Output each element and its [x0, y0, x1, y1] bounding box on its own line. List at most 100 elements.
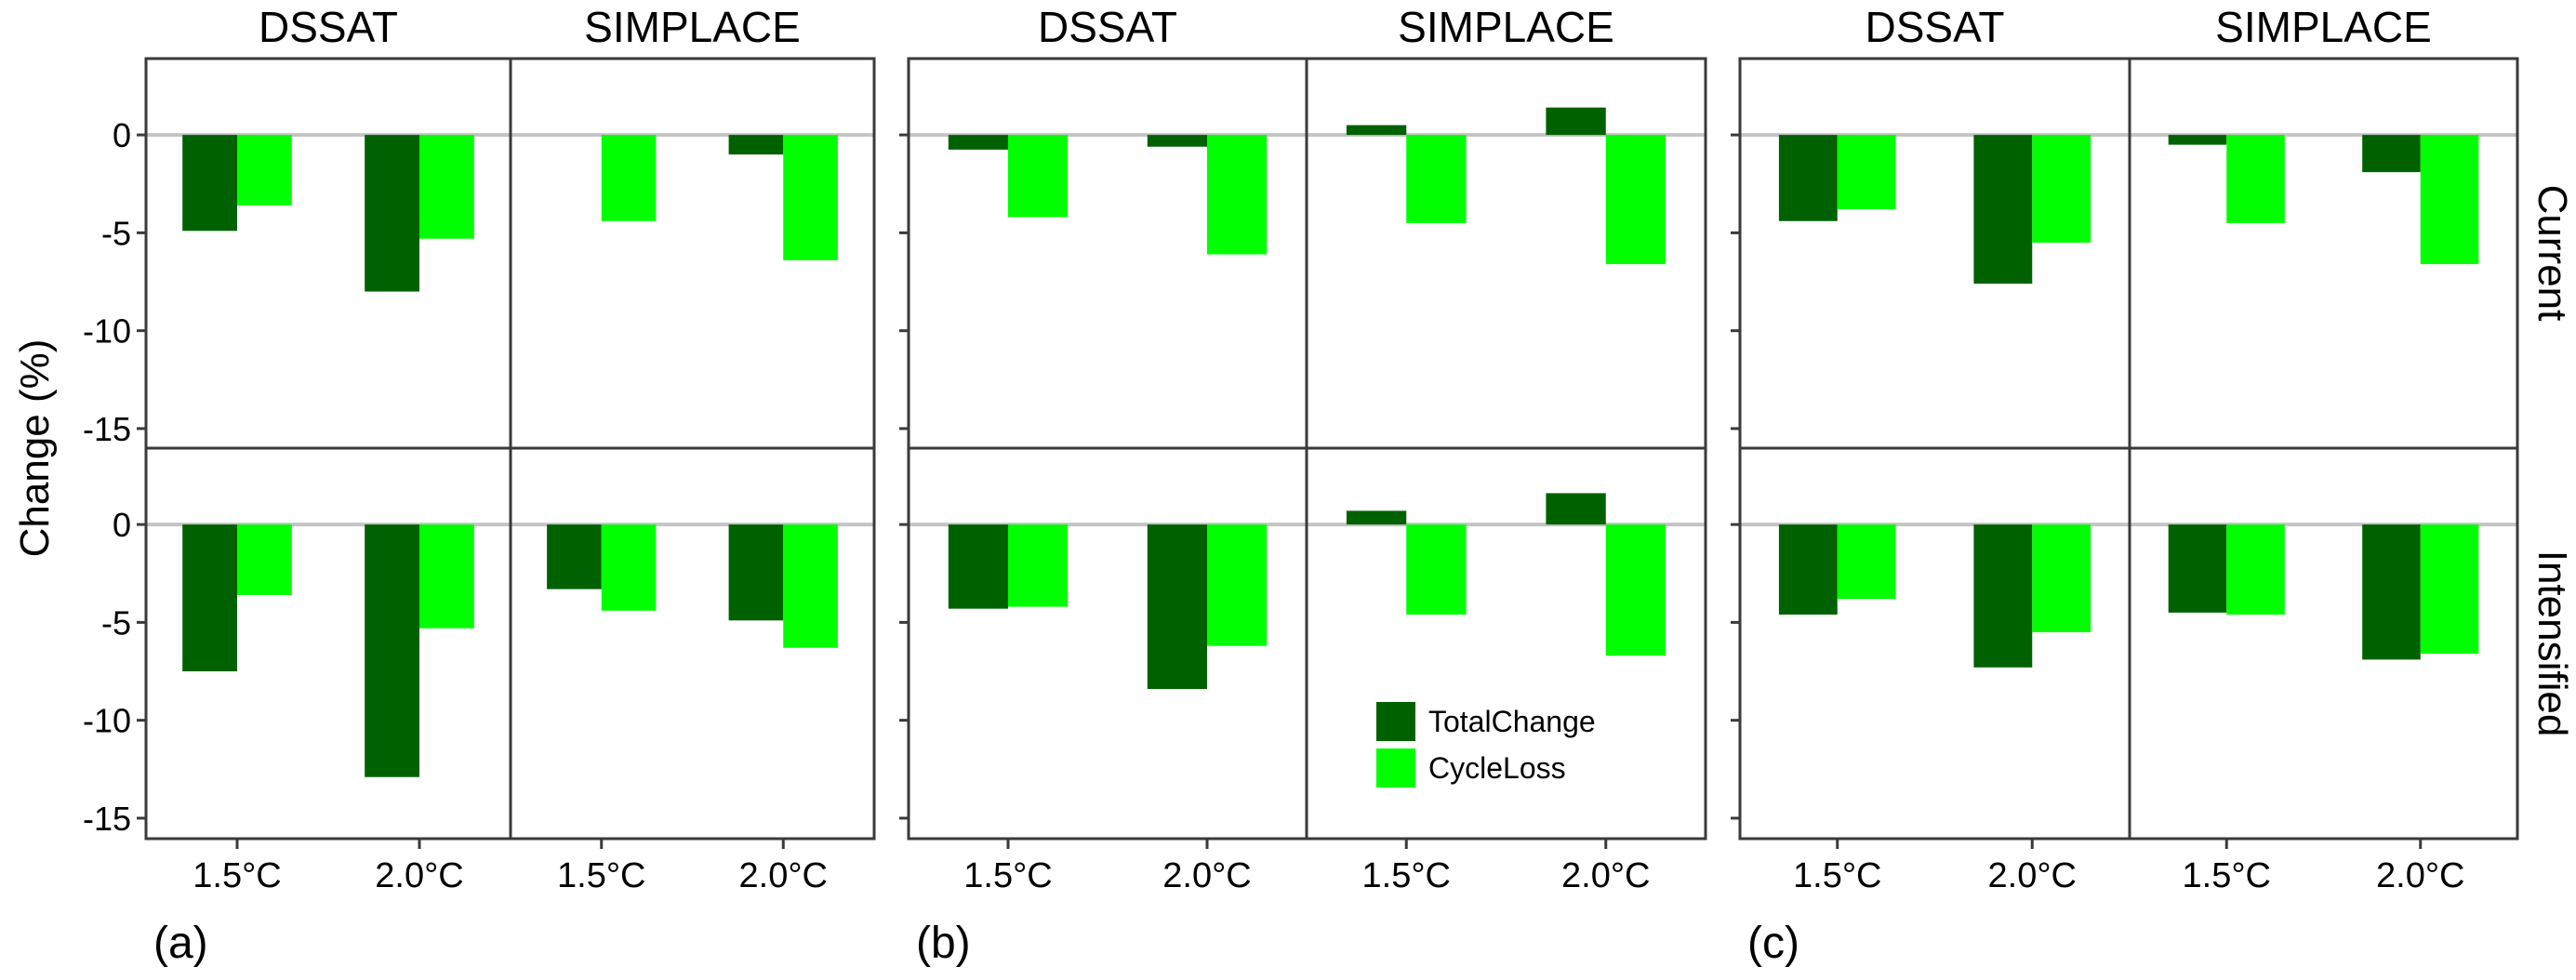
y-tick-label: 0: [113, 116, 131, 154]
bar-cycleloss-20: [419, 135, 474, 239]
bar-totalchange-20: [1546, 493, 1606, 525]
bar-cycleloss-15: [1008, 524, 1069, 607]
bar-totalchange-15: [1778, 135, 1838, 221]
y-tick-label: -5: [101, 603, 131, 642]
facet-dssat-intensified: [909, 448, 1307, 838]
y-tick-label: -15: [83, 800, 131, 838]
bar-totalchange-15: [1346, 510, 1407, 525]
facet-dssat-intensified: [1740, 448, 2130, 838]
bar-cycleloss-15: [1406, 524, 1467, 615]
bar-cycleloss-20: [783, 135, 838, 260]
bar-cycleloss-15: [237, 524, 292, 595]
col-strip-dssat: DSSAT: [259, 3, 398, 51]
x-tick-label: 1.5°C: [557, 856, 645, 895]
y-axis-title: Change (%): [12, 339, 58, 558]
panel-a: DSSAT SIMPLACE 0 -5 -10 -15 0 -5 -10 -15 1.5°C 2.0°…: [83, 3, 876, 968]
bar-cycleloss-15: [1008, 135, 1069, 218]
bar-cycleloss-15: [601, 135, 657, 221]
bar-cycleloss-15: [2226, 135, 2285, 223]
x-tick-label: 1.5°C: [1362, 856, 1451, 895]
bar-totalchange-15: [948, 524, 1008, 609]
row-strip-current: Current: [2530, 185, 2575, 322]
col-strip-simplace: SIMPLACE: [1398, 3, 1614, 51]
facet-simplace-current: [2130, 59, 2517, 448]
y-tick-label: -5: [101, 214, 131, 252]
y-tick-label: -15: [83, 410, 131, 448]
col-strip-simplace: SIMPLACE: [584, 3, 801, 51]
facet-dssat-intensified: [146, 448, 511, 838]
bar-cycleloss-20: [2420, 524, 2479, 655]
facet-background: [1740, 59, 2130, 448]
bar-cycleloss-20: [2032, 524, 2091, 632]
bar-totalchange-20: [728, 135, 784, 155]
bar-totalchange-15: [2168, 524, 2227, 613]
x-tick-label: 2.0°C: [375, 856, 463, 895]
y-tick-label: -10: [83, 312, 131, 351]
bar-totalchange-15: [2168, 135, 2227, 145]
col-strip-dssat: DSSAT: [1866, 3, 2005, 51]
bar-cycleloss-15: [1406, 135, 1467, 223]
x-tick-label: 1.5°C: [963, 856, 1052, 895]
facet-simplace-intensified: [2130, 448, 2517, 838]
facet-simplace-intensified: [1307, 448, 1706, 838]
col-strip-simplace: SIMPLACE: [2215, 3, 2432, 51]
y-tick-label: -10: [83, 702, 131, 740]
bar-cycleloss-15: [1837, 524, 1896, 600]
bar-cycleloss-20: [2420, 135, 2479, 265]
bar-cycleloss-20: [2032, 135, 2091, 243]
bar-totalchange-20: [365, 135, 419, 292]
x-tick-label: 2.0°C: [1988, 856, 2077, 895]
x-tick-label: 1.5°C: [2183, 856, 2271, 895]
bar-totalchange-20: [1973, 524, 2033, 668]
bar-cycleloss-20: [1207, 524, 1268, 646]
bar-totalchange-20: [365, 524, 419, 777]
bar-totalchange-20: [1973, 135, 2033, 285]
bar-totalchange-15: [1778, 524, 1838, 615]
bar-cycleloss-20: [1605, 135, 1666, 265]
legend-swatch-totalchange: [1376, 702, 1415, 741]
legend-swatch-cycleloss: [1376, 748, 1415, 788]
bar-totalchange-15: [948, 135, 1008, 150]
bar-totalchange-20: [728, 524, 784, 621]
x-tick-label: 2.0°C: [739, 856, 828, 895]
panel-c: DSSAT SIMPLACE 1.5°C 2.0°C 1.5°C 2.0°C (c): [1731, 3, 2519, 968]
bar-totalchange-20: [2362, 135, 2421, 173]
bar-cycleloss-15: [2226, 524, 2285, 615]
bar-totalchange-20: [1147, 524, 1207, 689]
panel-b: DSSAT SIMPLACE 1.5°C 2.0°C 1.5°C 2.0°C (b): [899, 3, 1707, 968]
x-tick-label: 2.0°C: [2376, 856, 2464, 895]
facet-dssat-current: [146, 59, 511, 448]
y-tick-label: 0: [113, 506, 131, 544]
bar-totalchange-15: [1346, 125, 1407, 136]
bar-cycleloss-20: [419, 524, 474, 629]
facet-background: [146, 59, 511, 448]
bar-cycleloss-20: [1207, 135, 1268, 255]
bar-cycleloss-15: [601, 524, 657, 611]
facet-simplace-intensified: [511, 448, 874, 838]
row-strip-intensified: Intensified: [2530, 550, 2575, 737]
facet-simplace-current: [511, 59, 874, 448]
bar-cycleloss-15: [237, 135, 292, 205]
bar-totalchange-15: [547, 524, 602, 589]
facet-background: [1740, 448, 2130, 838]
legend: TotalChange CycleLoss: [1376, 702, 1596, 788]
x-tick-label: 1.5°C: [1793, 856, 1881, 895]
bar-cycleloss-20: [783, 524, 838, 648]
bar-totalchange-20: [2362, 524, 2421, 660]
x-tick-label: 2.0°C: [1162, 856, 1251, 895]
bar-cycleloss-15: [1837, 135, 1896, 210]
panels-layer: DSSAT SIMPLACE 0 -5 -10 -15 0 -5 -10 -15 1.5°C 2.0°…: [83, 3, 2519, 968]
panel-tag-b: (b): [916, 919, 971, 968]
bar-cycleloss-20: [1605, 524, 1666, 656]
facet-dssat-current: [1740, 59, 2130, 448]
panel-tag-a: (a): [153, 919, 208, 968]
x-tick-label: 2.0°C: [1561, 856, 1650, 895]
panel-tag-c: (c): [1747, 919, 1799, 968]
facet-simplace-current: [1307, 59, 1706, 448]
col-strip-dssat: DSSAT: [1038, 3, 1177, 51]
bar-totalchange-20: [1147, 135, 1207, 147]
x-tick-label: 1.5°C: [193, 856, 281, 895]
bar-totalchange-15: [182, 524, 237, 672]
bar-totalchange-15: [182, 135, 237, 232]
